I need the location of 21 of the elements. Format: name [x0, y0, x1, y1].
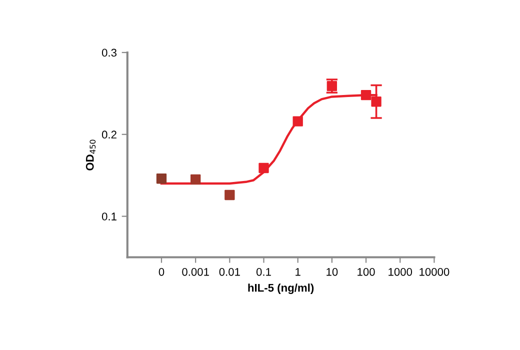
x-tick-label: 1: [296, 268, 300, 276]
point: [258, 162, 269, 174]
x-tick-label: 0: [158, 268, 164, 276]
point: [224, 190, 235, 200]
point: [190, 174, 201, 185]
y-tick-label: 0.1: [102, 212, 116, 220]
x-axis-title: hIL-5 (ng/ml): [248, 284, 314, 294]
point: [156, 174, 167, 184]
point: [292, 116, 303, 126]
x-tick-label: 0.01: [219, 268, 240, 276]
x-tick-label: 10: [326, 268, 338, 276]
y-tick-label: 0.3: [102, 48, 116, 57]
x-tick-label: 1000: [388, 268, 412, 276]
x-tick-label: 10000: [420, 268, 450, 276]
point: [326, 80, 338, 92]
y-tick-label: 0.2: [102, 130, 116, 139]
x-tick-label: 100: [358, 268, 375, 276]
point: [360, 90, 372, 100]
x-tick-label: 0.1: [256, 268, 271, 276]
y-axis-title: OD$_{450}$: [86, 140, 96, 170]
x-tick-label: 0.001: [182, 268, 209, 276]
